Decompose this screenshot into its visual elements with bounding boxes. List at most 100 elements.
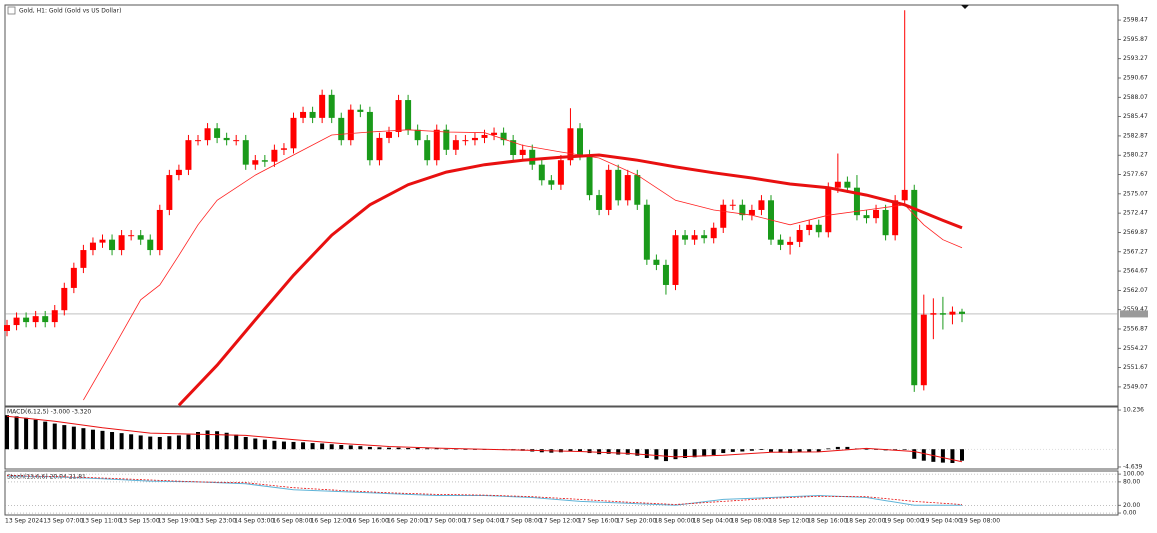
histogram-bar	[807, 449, 812, 452]
indicator-line	[6, 475, 963, 505]
histogram-bar	[396, 447, 401, 450]
candle-body	[99, 239, 106, 243]
x-tick-label: 13 Sep 19:00	[158, 518, 198, 525]
y-tick-label: 2554.27	[1123, 345, 1148, 352]
histogram-bar	[5, 415, 9, 450]
histogram-bar	[148, 436, 153, 450]
candle-body	[386, 131, 392, 138]
candle-body	[481, 134, 488, 138]
candle-body	[80, 250, 87, 268]
histogram-bar	[119, 433, 124, 450]
y-tick-label: 80.00	[1123, 478, 1140, 485]
histogram-bar	[100, 430, 105, 450]
x-tick-label: 16 Sep 20:00	[387, 518, 427, 525]
candle-body	[939, 313, 946, 315]
candle-body	[748, 209, 755, 216]
x-tick-label: 17 Sep 08:00	[502, 518, 542, 525]
candle-body	[51, 310, 58, 323]
x-tick-label: 18 Sep 20:00	[845, 518, 885, 525]
histogram-bar	[262, 439, 267, 450]
candle-body	[109, 239, 116, 251]
y-tick-label: 2569.87	[1123, 229, 1148, 236]
candle-body	[280, 148, 287, 150]
histogram-bar	[444, 448, 449, 450]
histogram-bar	[893, 449, 898, 450]
candle-body	[118, 235, 125, 251]
candle-body	[834, 181, 841, 188]
histogram-bar	[721, 449, 726, 454]
candle-body	[195, 140, 201, 142]
candle-body	[739, 204, 746, 216]
candle-body	[605, 169, 612, 210]
candle-body	[13, 317, 20, 326]
histogram-bar	[387, 447, 391, 450]
histogram-bar	[281, 441, 286, 450]
candle-body	[89, 242, 96, 251]
y-tick-label: 2577.67	[1123, 171, 1148, 178]
histogram-bar	[797, 449, 802, 453]
y-tick-label: 2575.07	[1123, 190, 1148, 197]
y-tick-label: 2551.67	[1123, 364, 1148, 371]
histogram-bar	[654, 449, 659, 460]
y-tick-label: 2588.07	[1123, 94, 1148, 101]
y-tick-label: 2549.07	[1123, 383, 1148, 390]
candle-body	[577, 128, 583, 156]
candle-body	[863, 215, 870, 219]
histogram-bar	[950, 449, 955, 463]
indicator-line	[6, 475, 962, 506]
candle-body	[128, 235, 135, 237]
candle-body	[615, 169, 622, 201]
current-price-box	[1120, 310, 1148, 318]
histogram-bar	[692, 449, 697, 458]
candle-body	[261, 160, 268, 162]
histogram-bar	[902, 449, 907, 450]
candle-body	[61, 287, 68, 311]
candle-body	[414, 129, 421, 141]
histogram-bar	[110, 431, 115, 450]
macd-title: MACD(6,12,5) -3.000 -3.320	[7, 409, 91, 416]
histogram-bar	[291, 441, 296, 450]
histogram-bar	[616, 449, 621, 455]
candle-body	[853, 187, 860, 216]
histogram-bar	[606, 449, 611, 454]
y-tick-label: 20.00	[1123, 502, 1140, 509]
histogram-bar	[215, 431, 220, 450]
x-tick-label: 13 Sep 23:00	[196, 518, 236, 525]
x-tick-label: 19 Sep 04:00	[922, 518, 962, 525]
y-tick-label: 2582.87	[1123, 132, 1148, 139]
y-tick-label: 0.00	[1123, 510, 1137, 517]
x-tick-label: 18 Sep 00:00	[654, 518, 694, 525]
histogram-bar	[625, 449, 630, 455]
histogram-bar	[301, 442, 306, 450]
histogram-bar	[730, 449, 735, 452]
histogram-bar	[778, 449, 783, 453]
candle-body	[873, 209, 880, 219]
candle-body	[586, 155, 593, 196]
candle-body	[70, 267, 77, 288]
candle-body	[710, 227, 717, 239]
candle-body	[949, 311, 956, 315]
y-tick-label: 2595.87	[1123, 36, 1148, 43]
histogram-bar	[635, 449, 640, 456]
candle-body	[252, 160, 259, 165]
histogram-bar	[339, 445, 344, 450]
candle-body	[319, 94, 326, 118]
histogram-bar	[912, 449, 917, 459]
y-tick-label: 2593.27	[1123, 55, 1148, 62]
histogram-bar	[940, 449, 945, 463]
candle-body	[634, 175, 641, 205]
candle-body	[223, 137, 230, 141]
candle-body	[529, 149, 536, 165]
y-tick-label: 2585.47	[1123, 113, 1148, 120]
candle-body	[433, 129, 440, 161]
histogram-bar	[759, 449, 764, 450]
histogram-bar	[597, 449, 602, 455]
histogram-bar	[62, 425, 67, 450]
x-tick-label: 17 Sep 12:00	[540, 518, 580, 525]
candle-body	[242, 140, 249, 165]
candle-body	[395, 100, 402, 132]
y-tick-label: 2567.27	[1123, 248, 1148, 255]
candle-body	[691, 235, 698, 240]
candle-body	[844, 181, 851, 188]
